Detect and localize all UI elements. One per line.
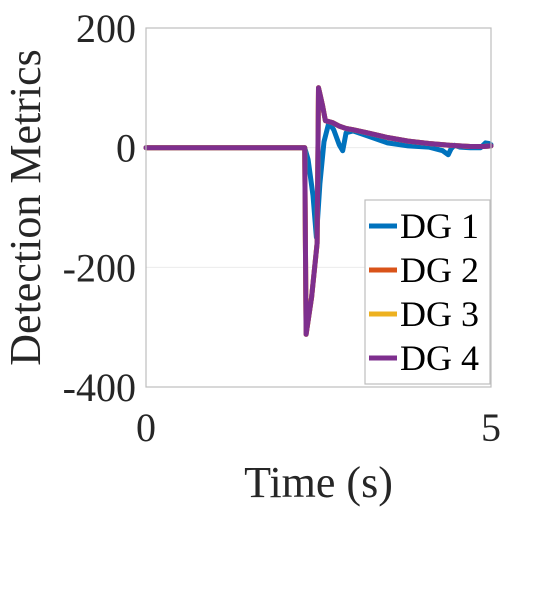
x-tick-label-0: 0 — [136, 405, 156, 450]
legend: DG 1DG 2DG 3DG 4 — [364, 199, 491, 385]
legend-entry-4: DG 4 — [400, 338, 479, 378]
x-axis-label: Time (s) — [244, 458, 393, 507]
series-lines — [143, 85, 494, 337]
plot-frame — [145, 27, 492, 388]
legend-entry-2: DG 2 — [400, 250, 479, 290]
legend-box — [364, 199, 491, 385]
legend-entry-3: DG 3 — [400, 294, 479, 334]
y-axis-label: Detection Metrics — [1, 49, 50, 365]
x-tick-label-1: 5 — [481, 405, 501, 450]
legend-entry-1: DG 1 — [400, 206, 479, 246]
y-tick-label-3: -400 — [63, 365, 136, 410]
series-line-4 — [143, 85, 494, 337]
y-tick-label-1: 0 — [116, 126, 136, 171]
y-tick-label-0: 200 — [76, 6, 136, 51]
y-tick-label-2: -200 — [63, 245, 136, 290]
